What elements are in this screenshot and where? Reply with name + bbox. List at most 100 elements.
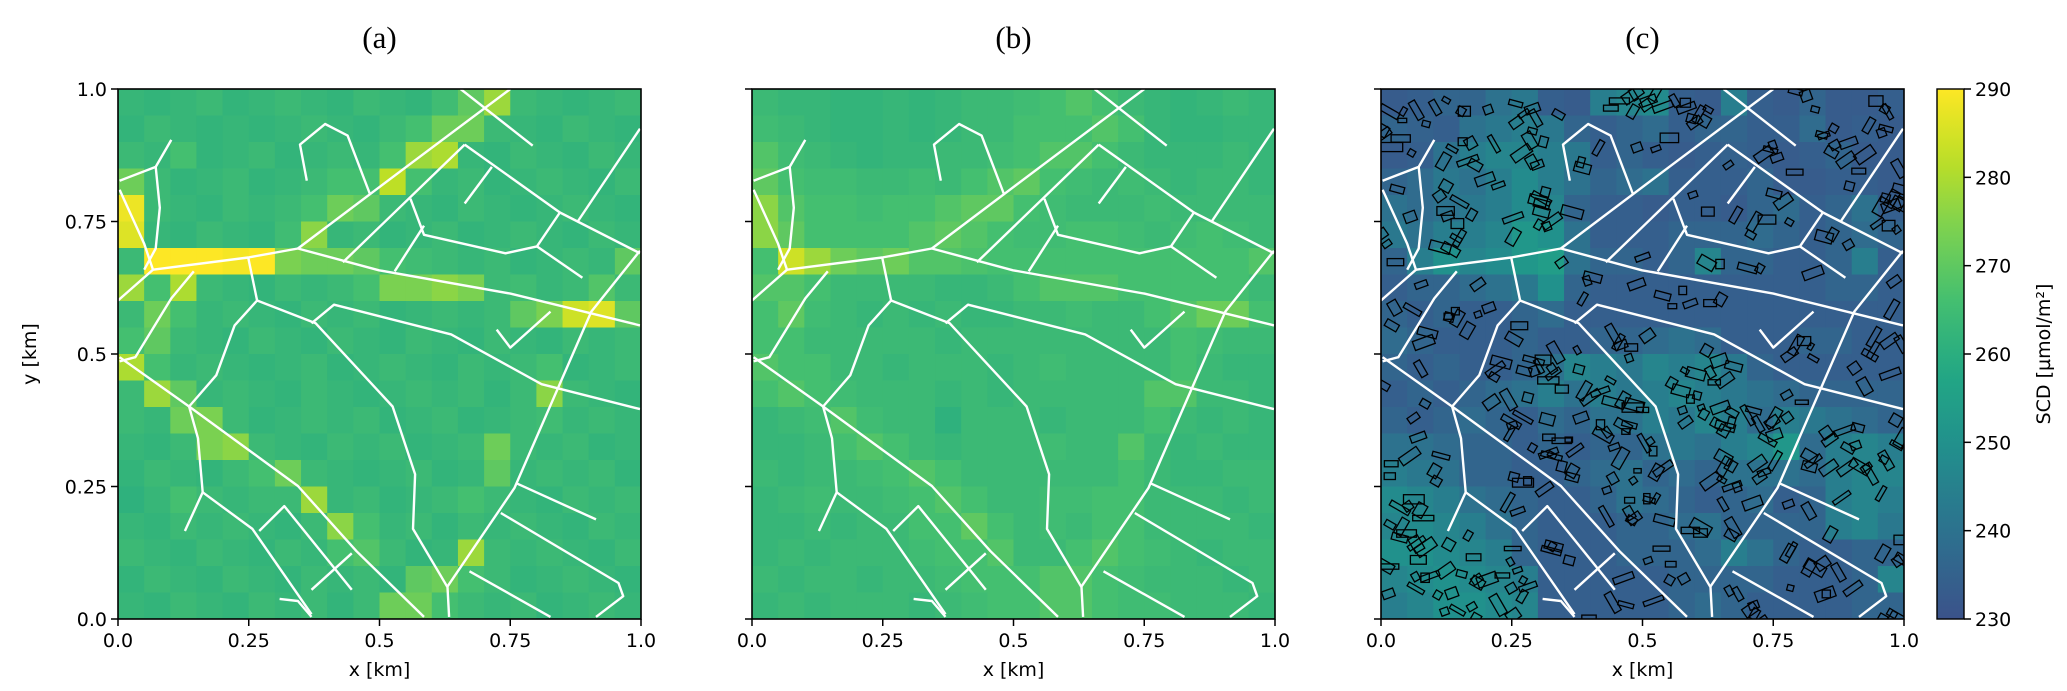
heatmap-cell [588,115,616,143]
heatmap-cell [961,513,988,541]
building-footprint [1769,151,1785,165]
heatmap-cell [1170,433,1198,461]
heatmap-cell [484,142,511,170]
heatmap-cell [222,274,250,302]
building-footprint [1621,428,1631,435]
heatmap-cell [1485,89,1513,117]
building-footprint [1546,449,1558,460]
heatmap-cell [562,513,590,541]
heatmap-cell [1170,274,1198,302]
heatmap-cell [1248,327,1275,355]
road-line [1170,245,1218,279]
heatmap-cell [856,115,884,143]
building-footprint [1443,585,1460,601]
building-footprint [1843,180,1856,193]
heatmap-cell [614,433,641,461]
building-footprint [1505,556,1516,568]
x-tick-label: 1.0 [1889,630,1919,652]
heatmap-cell [882,460,910,488]
heatmap-cell [804,221,832,249]
heatmap-cell [856,195,884,223]
heatmap-cell [1091,460,1119,488]
heatmap-cell [484,195,511,223]
heatmap-cell [1039,460,1067,488]
heatmap-cell [1196,89,1224,117]
heatmap-cell [1065,407,1093,435]
heatmap-cell [536,274,564,302]
road-line [822,257,893,408]
heatmap-cell [562,592,590,619]
building-footprint [1398,105,1409,118]
road-line [1672,198,1824,255]
heatmap-cell [405,486,433,514]
heatmap-cell [1694,592,1722,619]
heatmap-cell [353,195,381,223]
heatmap-cell [1065,195,1093,223]
heatmap-cell [1248,354,1275,382]
x-axis-label: x [km] [349,659,411,681]
heatmap-cell [1248,460,1275,488]
road-line [1709,249,1904,588]
building-footprint [1887,412,1904,429]
heatmap-cell [1747,354,1774,382]
heatmap-cell [431,301,459,329]
x-tick-label: 0.25 [228,630,270,652]
heatmap-cell [353,407,381,435]
building-footprint [1612,338,1629,352]
building-footprint [1434,560,1457,581]
heatmap-cell [405,460,433,488]
heatmap-cell [196,513,224,541]
heatmap-cell [1747,380,1774,408]
heatmap-cell [1590,460,1617,488]
heatmap-cell [379,433,407,461]
heatmap-cell [301,142,328,170]
heatmap-cell [752,566,779,594]
building-footprint [1445,143,1460,155]
building-footprint [1746,453,1769,474]
heatmap-cell [1694,566,1722,594]
building-footprint [1647,462,1666,483]
heatmap-cell [144,433,171,461]
building-footprint [1527,192,1549,209]
heatmap-cell [301,115,328,143]
heatmap-cell [431,433,459,461]
heatmap-cell [987,89,1015,117]
heatmap-cell [987,380,1015,408]
building-footprint [1779,388,1794,402]
heatmap-cell [752,380,779,408]
heatmap-cell [1144,327,1171,355]
building-footprint [1758,613,1769,619]
building-footprint [1597,504,1616,529]
heatmap-cell [274,354,302,382]
heatmap-cell [1459,433,1487,461]
heatmap-cell [1381,592,1408,619]
heatmap-cell [1877,407,1904,435]
heatmap-cell [248,592,276,619]
heatmap-cell [1118,592,1145,619]
x-tick-label: 0.75 [1123,630,1165,652]
heatmap-cell [1694,248,1722,276]
heatmap-cell [431,513,459,541]
heatmap-cell [961,407,988,435]
heatmap-cell [1248,221,1275,249]
heatmap-cell [935,142,962,170]
building-footprint [1642,594,1665,608]
heatmap-cell [856,168,884,196]
road-line [1839,128,1904,223]
building-footprint [1487,370,1501,384]
building-footprint [1785,583,1795,593]
building-footprint [1647,89,1664,103]
heatmap-cell [987,460,1015,488]
heatmap-cell [1851,539,1879,567]
heatmap-cell [752,513,779,541]
building-footprint [1503,330,1525,348]
heatmap-cell [588,486,616,514]
heatmap-cell [1065,433,1093,461]
heatmap-cell [327,407,354,435]
heatmap-cell [614,460,641,488]
building-footprint [1713,419,1737,434]
heatmap-cell [1144,566,1171,594]
heatmap-cell [1485,460,1513,488]
heatmap-cell [327,460,354,488]
heatmap-cell [1118,407,1145,435]
